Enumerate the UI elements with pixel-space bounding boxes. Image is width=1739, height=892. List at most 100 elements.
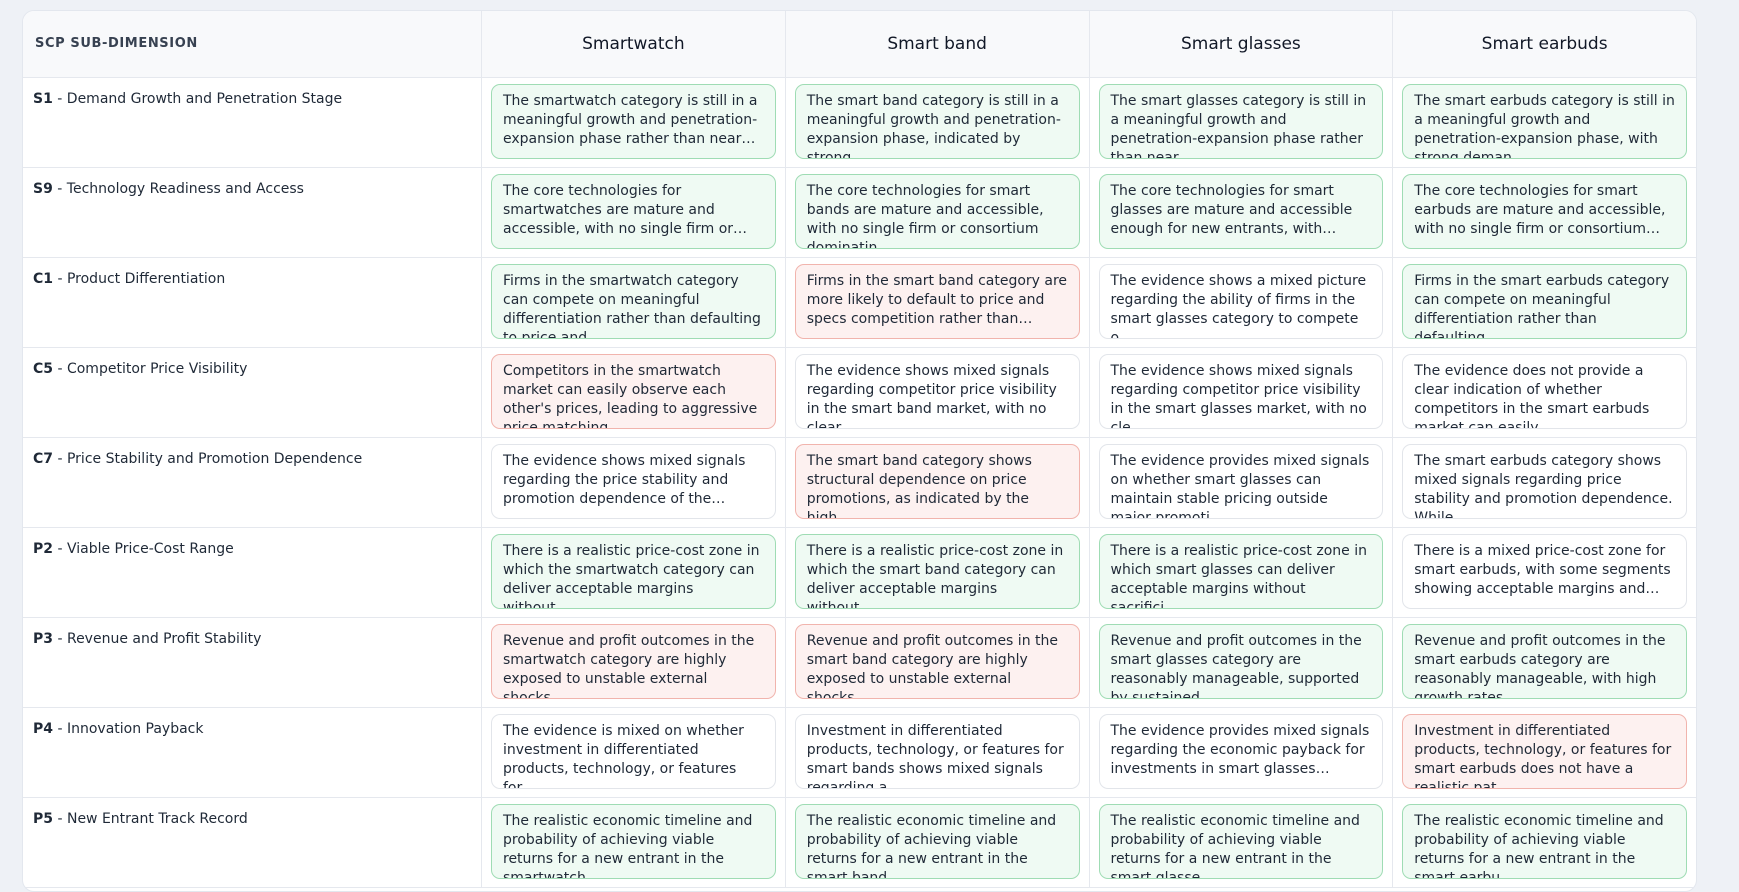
assessment-card[interactable]: The realistic economic timeline and prob… [491,804,776,879]
table-cell: Firms in the smart band category are mor… [784,258,1089,347]
assessment-card[interactable]: There is a realistic price-cost zone in … [1098,534,1384,609]
table-row: S1 - Demand Growth and Penetration Stage… [23,78,1696,168]
row-label: P3 - Revenue and Profit Stability [23,618,481,707]
row-code: C7 [33,451,54,467]
table-row: S9 - Technology Readiness and Access The … [23,168,1696,258]
table-cell: The evidence does not provide a clear in… [1392,348,1696,437]
table-cell: The core technologies for smart glasses … [1088,168,1393,257]
row-name: - Technology Readiness and Access [57,181,304,197]
table-row: C7 - Price Stability and Promotion Depen… [23,438,1696,528]
table-cell: There is a mixed price-cost zone for sma… [1392,528,1696,617]
assessment-card[interactable]: The evidence shows mixed signals regardi… [491,444,776,519]
table-cell: The evidence shows mixed signals regardi… [1088,348,1393,437]
assessment-card[interactable]: The realistic economic timeline and prob… [1098,804,1384,879]
row-label: S9 - Technology Readiness and Access [23,168,481,257]
assessment-card[interactable]: Revenue and profit outcomes in the smart… [1098,624,1384,699]
assessment-card[interactable]: The smartwatch category is still in a me… [491,84,776,159]
row-code: C1 [33,271,54,287]
assessment-card[interactable]: The smart glasses category is still in a… [1098,84,1384,159]
row-code: P5 [33,811,54,827]
table-row: C5 - Competitor Price Visibility Competit… [23,348,1696,438]
table-cell: The realistic economic timeline and prob… [481,798,785,887]
assessment-card[interactable]: The evidence does not provide a clear in… [1402,354,1687,429]
table-cell: The realistic economic timeline and prob… [1392,798,1696,887]
table-cell: Revenue and profit outcomes in the smart… [481,618,785,707]
assessment-card[interactable]: The realistic economic timeline and prob… [1402,804,1687,879]
assessment-card[interactable]: The smart earbuds category is still in a… [1402,84,1687,159]
assessment-card[interactable]: Revenue and profit outcomes in the smart… [794,624,1080,699]
assessment-card[interactable]: The realistic economic timeline and prob… [794,804,1080,879]
row-name: - Innovation Payback [57,721,204,737]
assessment-card[interactable]: There is a realistic price-cost zone in … [794,534,1080,609]
table-row: P5 - New Entrant Track Record The realist… [23,798,1696,888]
assessment-card[interactable]: The smart earbuds category shows mixed s… [1402,444,1687,519]
table-cell: Firms in the smartwatch category can com… [481,258,785,347]
row-name: - New Entrant Track Record [57,811,248,827]
assessment-card[interactable]: Revenue and profit outcomes in the smart… [491,624,776,699]
table-cell: The evidence shows mixed signals regardi… [481,438,785,527]
assessment-card[interactable]: The smart band category is still in a me… [794,84,1080,159]
assessment-card[interactable]: Revenue and profit outcomes in the smart… [1402,624,1687,699]
row-label: S1 - Demand Growth and Penetration Stage [23,78,481,167]
column-header: Smart band [784,11,1089,77]
table-cell: There is a realistic price-cost zone in … [481,528,785,617]
row-code: P4 [33,721,54,737]
table-cell: There is a realistic price-cost zone in … [784,528,1089,617]
table-cell: Investment in differentiated products, t… [1392,708,1696,797]
assessment-card[interactable]: Competitors in the smartwatch market can… [491,354,776,429]
table-cell: The evidence provides mixed signals on w… [1088,438,1393,527]
row-code: C5 [33,361,54,377]
assessment-card[interactable]: The core technologies for smart earbuds … [1402,174,1687,249]
table-cell: The smart band category shows structural… [784,438,1089,527]
table-cell: The evidence provides mixed signals rega… [1088,708,1393,797]
row-code: S9 [33,181,53,197]
table: SCP SUB-DIMENSION Smartwatch Smart band Sm… [22,10,1697,892]
header-label: SCP SUB-DIMENSION [35,36,198,51]
column-header: Smartwatch [481,11,785,77]
assessment-card[interactable]: Firms in the smart band category are mor… [794,264,1080,339]
assessment-card[interactable]: The core technologies for smart glasses … [1098,174,1384,249]
assessment-card[interactable]: Investment in differentiated products, t… [794,714,1080,789]
row-label: P5 - New Entrant Track Record [23,798,481,887]
assessment-card[interactable]: The evidence provides mixed signals rega… [1098,714,1384,789]
header-row: SCP SUB-DIMENSION Smartwatch Smart band Sm… [23,11,1696,78]
row-code: P3 [33,631,54,647]
table-row: P2 - Viable Price-Cost Range There is a r… [23,528,1696,618]
table-cell: Firms in the smart earbuds category can … [1392,258,1696,347]
table-row: C1 - Product Differentiation Firms in the… [23,258,1696,348]
table-cell: The realistic economic timeline and prob… [784,798,1089,887]
table-cell: The realistic economic timeline and prob… [1088,798,1393,887]
assessment-card[interactable]: Firms in the smartwatch category can com… [491,264,776,339]
assessment-card[interactable]: The smart band category shows structural… [794,444,1080,519]
assessment-card[interactable]: The evidence is mixed on whether investm… [491,714,776,789]
row-name: - Revenue and Profit Stability [57,631,262,647]
row-label: P2 - Viable Price-Cost Range [23,528,481,617]
table-cell: Revenue and profit outcomes in the smart… [1392,618,1696,707]
column-header: Smart glasses [1088,11,1393,77]
table-cell: The evidence shows mixed signals regardi… [784,348,1089,437]
row-code: S1 [33,91,53,107]
assessment-card[interactable]: There is a mixed price-cost zone for sma… [1402,534,1687,609]
table-row: P3 - Revenue and Profit Stability Revenue… [23,618,1696,708]
table-cell: Investment in differentiated products, t… [784,708,1089,797]
assessment-card[interactable]: The evidence shows mixed signals regardi… [1098,354,1384,429]
assessment-card[interactable]: The evidence shows a mixed picture regar… [1098,264,1384,339]
table-cell: The core technologies for smart earbuds … [1392,168,1696,257]
assessment-card[interactable]: Firms in the smart earbuds category can … [1402,264,1687,339]
assessment-card[interactable]: Investment in differentiated products, t… [1402,714,1687,789]
assessment-card[interactable]: There is a realistic price-cost zone in … [491,534,776,609]
table-cell: The smart earbuds category shows mixed s… [1392,438,1696,527]
column-header: Smart earbuds [1392,11,1696,77]
row-label: C7 - Price Stability and Promotion Depen… [23,438,481,527]
assessment-card[interactable]: The evidence shows mixed signals regardi… [794,354,1080,429]
assessment-card[interactable]: The evidence provides mixed signals on w… [1098,444,1384,519]
row-label: C1 - Product Differentiation [23,258,481,347]
row-name: - Product Differentiation [57,271,226,287]
row-label: C5 - Competitor Price Visibility [23,348,481,437]
row-code: P2 [33,541,54,557]
assessment-card[interactable]: The core technologies for smartwatches a… [491,174,776,249]
table-cell: Revenue and profit outcomes in the smart… [1088,618,1393,707]
table-cell: The evidence is mixed on whether investm… [481,708,785,797]
row-name: - Viable Price-Cost Range [57,541,234,557]
assessment-card[interactable]: The core technologies for smart bands ar… [794,174,1080,249]
